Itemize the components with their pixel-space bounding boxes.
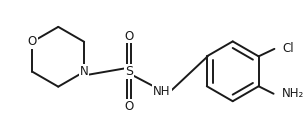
- Text: O: O: [124, 100, 133, 113]
- Text: O: O: [28, 35, 37, 48]
- Text: S: S: [125, 65, 133, 78]
- Text: NH: NH: [153, 85, 171, 98]
- Text: O: O: [124, 29, 133, 42]
- Text: N: N: [80, 65, 88, 78]
- Text: NH₂: NH₂: [282, 87, 305, 100]
- Text: Cl: Cl: [282, 42, 294, 55]
